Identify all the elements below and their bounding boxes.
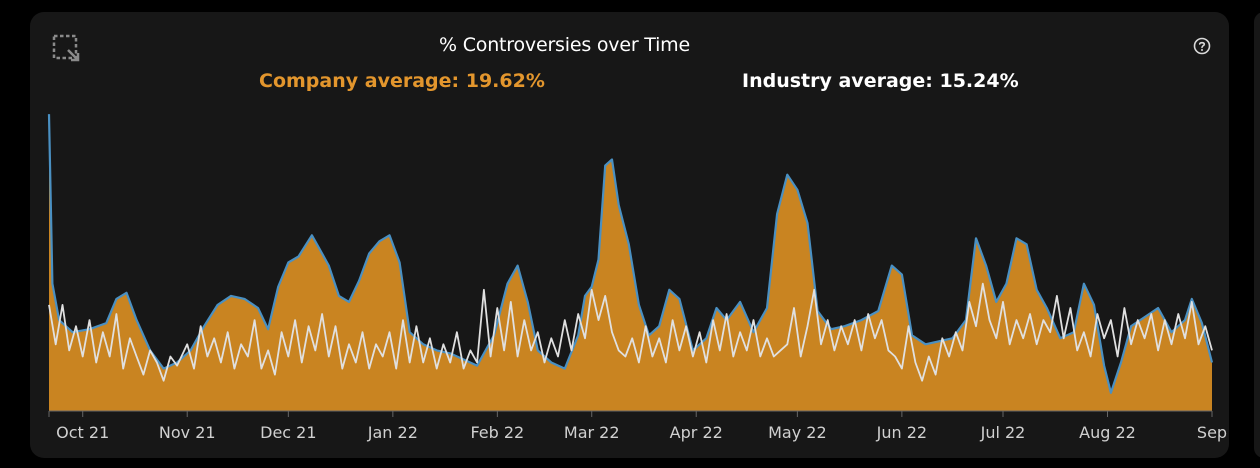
x-axis-tick-label: Oct 21: [56, 423, 109, 442]
industry-line: [48, 282, 1213, 382]
x-axis-tick-label: Dec 21: [260, 423, 316, 442]
x-axis-tick-label: Apr 22: [670, 423, 723, 442]
company-area: [49, 114, 1212, 411]
company-line: [47, 114, 1214, 394]
industry-average-label: Industry average: 15.24%: [742, 70, 1019, 92]
adjacent-card-edge: [1254, 12, 1260, 458]
x-axis-tick-label: May 22: [768, 423, 827, 442]
x-axis-tick-label: Nov 21: [159, 423, 216, 442]
chart-card: % Controversies over Time Company averag…: [30, 12, 1229, 458]
controversies-chart: Oct 21 Nov 21 Dec 21 Jan 22 Feb 22 Mar 22 Apr …: [47, 114, 1227, 442]
company-average-label: Company average: 19.62%: [259, 70, 545, 92]
chart-title: % Controversies over Time: [439, 34, 690, 56]
x-axis-tick-label: Jan 22: [367, 423, 418, 442]
x-axis-tick-label: Sep: [1197, 423, 1227, 442]
question-circle-icon[interactable]: [1193, 37, 1211, 55]
expand-selection-icon[interactable]: [52, 34, 80, 62]
x-axis-tick-label: Jun 22: [876, 423, 927, 442]
x-axis-tick-label: Feb 22: [470, 423, 524, 442]
x-axis-tick-label: Jul 22: [980, 423, 1026, 442]
x-axis-tick-label: Aug 22: [1079, 423, 1136, 442]
x-axis-tick-label: Mar 22: [564, 423, 620, 442]
